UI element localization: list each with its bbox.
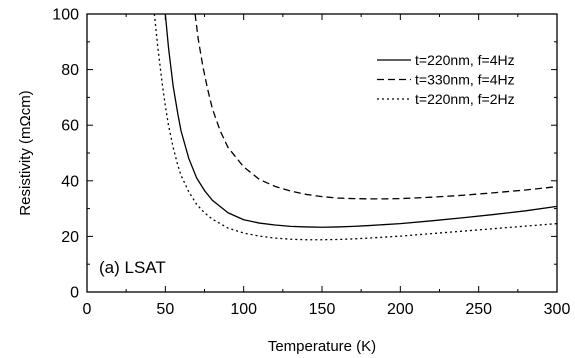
axis-ticks: 0 50 100 150 200 250 300 0 20 40 60 80 100 bbox=[52, 7, 570, 319]
y-tick-label: 40 bbox=[61, 173, 79, 190]
x-tick-label: 100 bbox=[230, 301, 257, 318]
series-line-2 bbox=[194, 14, 557, 200]
y-tick-label: 60 bbox=[61, 118, 79, 135]
x-tick-label: 0 bbox=[83, 301, 92, 318]
panel-annotation: (a) LSAT bbox=[99, 258, 166, 277]
x-tick-label: 200 bbox=[387, 301, 414, 318]
series-line-3 bbox=[153, 14, 557, 241]
y-tick-label: 20 bbox=[61, 229, 79, 246]
legend-label-2: t=330nm, f=4Hz bbox=[415, 72, 515, 88]
x-axis-label: Temperature (K) bbox=[268, 338, 376, 355]
x-tick-label: 250 bbox=[465, 301, 492, 318]
x-tick-label: 50 bbox=[156, 301, 174, 318]
x-tick-label: 300 bbox=[544, 301, 571, 318]
legend: t=220nm, f=4Hz t=330nm, f=4Hz t=220nm, f=2… bbox=[377, 52, 515, 107]
y-tick-label: 80 bbox=[61, 62, 79, 79]
series-layer bbox=[153, 14, 557, 241]
y-tick-label: 0 bbox=[70, 285, 79, 302]
y-tick-label: 100 bbox=[52, 7, 79, 24]
legend-label-3: t=220nm, f=2Hz bbox=[415, 91, 515, 107]
series-line-1 bbox=[164, 14, 557, 228]
x-tick-label: 150 bbox=[309, 301, 336, 318]
y-axis-label: Resistivity (mΩcm) bbox=[17, 90, 34, 215]
legend-label-1: t=220nm, f=4Hz bbox=[415, 52, 515, 68]
